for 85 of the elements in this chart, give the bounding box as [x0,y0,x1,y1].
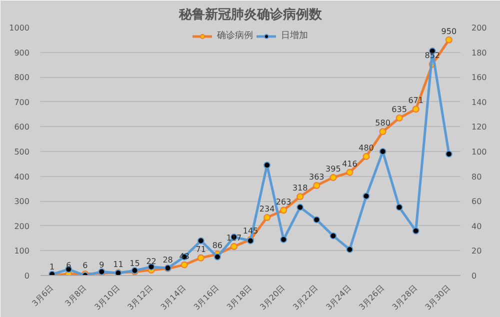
y-tick-label: 600 [14,122,30,132]
x-tick-label: 3月12日 [126,283,154,312]
data-label: 416 [342,159,358,168]
data-label: 363 [309,172,324,182]
point [296,204,304,211]
y2-tick-label: 120 [472,122,487,132]
x-tick-label: 3月24日 [324,283,353,312]
data-label: 15 [130,258,140,268]
legend-label: 日增加 [281,30,308,42]
data-label: 11 [113,260,124,269]
y2-tick-label: 20 [472,246,482,256]
point [313,216,320,224]
data-label: 86 [212,241,223,250]
point [330,174,337,182]
point [296,193,304,200]
y-tick-label: 500 [14,148,30,156]
point [445,150,452,158]
data-label: 1 [50,262,55,272]
point [230,242,238,250]
point [313,182,320,189]
point [412,227,420,234]
data-label: 22 [146,257,156,266]
point [346,246,354,253]
point [396,114,403,122]
y2-tick-label: 160 [472,73,487,82]
x-tick-label: 3月20日 [258,283,287,312]
point [264,162,271,169]
data-label: 71 [196,244,206,254]
y2-tick-label: 60 [472,197,482,206]
data-label: 318 [292,184,308,193]
chart-title: 秘鲁新冠肺炎确诊病例数 [178,6,323,22]
data-label: 234 [259,204,275,214]
point [379,128,386,136]
y2-tick-label: 40 [472,222,482,231]
y2-tick-label: 200 [472,24,487,32]
data-label: 950 [441,26,457,36]
x-tick-label: 3月16日 [192,283,221,312]
x-tick-label: 3月6日 [30,283,56,308]
data-label: 117 [226,233,242,242]
point [197,237,204,244]
point [214,253,221,260]
legend-label: 确诊病例 [217,30,253,42]
x-tick-label: 3月30日 [424,283,452,312]
y2-tick-label: 140 [472,98,487,107]
point [412,106,420,113]
x-tick-label: 3月22日 [291,283,320,312]
data-label: 635 [392,105,407,114]
point [180,261,188,268]
y-tick-label: 800 [14,73,30,82]
point [197,254,204,262]
point [280,206,288,214]
y2-tick-label: 0 [472,272,477,280]
data-label: 43 [179,252,190,261]
point [330,232,337,240]
point [396,204,403,211]
y-tick-label: 100 [14,246,30,256]
x-tick-label: 3月18日 [225,283,254,312]
point [445,36,452,44]
x-tick-label: 3月8日 [63,283,88,308]
x-tick-label: 3月26日 [357,283,386,312]
y2-tick-label: 100 [472,148,487,156]
point [280,236,288,244]
y2-tick-label: 180 [472,48,487,58]
data-label: 6 [82,261,88,270]
point [264,214,271,221]
y-tick-label: 900 [14,48,30,58]
point [346,168,354,176]
y2-tick-label: 80 [472,172,482,182]
x-tick-label: 3月28日 [390,283,420,312]
y-tick-label: 400 [14,172,30,182]
x-tick-label: 3月10日 [92,283,122,312]
point [379,148,386,155]
point [362,152,370,160]
x-tick-label: 3月14日 [159,283,188,312]
data-label: 580 [375,118,390,128]
y-tick-label: 300 [14,197,30,206]
y-tick-label: 1000 [9,24,30,32]
data-label: 9 [99,260,104,270]
point [362,192,370,200]
y-tick-label: 0 [24,272,30,280]
y-tick-label: 200 [14,222,30,231]
data-label: 395 [326,164,341,174]
y-tick-label: 700 [14,98,30,107]
data-label: 263 [276,197,292,206]
data-label: 28 [162,256,173,265]
